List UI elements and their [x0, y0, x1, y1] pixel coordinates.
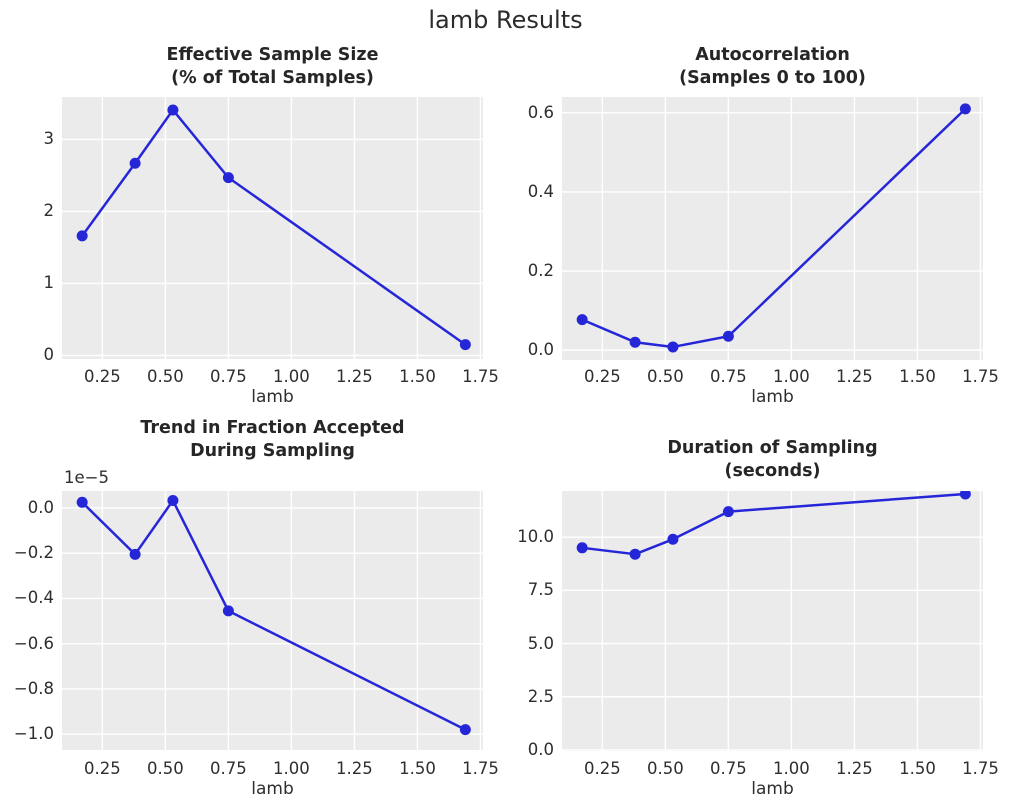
data-series-line	[580, 492, 967, 556]
data-series-line	[80, 108, 467, 346]
data-point-marker	[222, 172, 234, 184]
subplot-title: Duration of Sampling (seconds)	[537, 437, 1008, 483]
subplot-title-line: Autocorrelation	[695, 45, 850, 65]
x-tick-label: 0.25	[83, 367, 121, 386]
y-tick-label: 7.5	[527, 580, 554, 600]
plot-panel	[562, 491, 983, 751]
x-tick-label: 1.50	[399, 367, 436, 386]
data-point-marker	[629, 336, 641, 348]
y-tick-label: 0.6	[527, 102, 554, 122]
x-tick-label: 0.75	[210, 367, 247, 386]
y-tick-label: 0.0	[527, 739, 554, 759]
plot-panel	[562, 97, 983, 360]
x-tick-label: 0.25	[583, 759, 621, 778]
y-tick-label: 2	[43, 201, 55, 221]
y-tick-label: 2.5	[527, 686, 554, 706]
data-point-marker	[459, 339, 471, 351]
y-tick-label: 0	[43, 345, 55, 365]
y-tick-label: −0.2	[13, 543, 54, 563]
y-tick-label: −0.6	[13, 633, 54, 653]
x-tick-label: 1.00	[273, 759, 310, 778]
x-axis-label: lamb	[751, 387, 794, 407]
subplot-title: Autocorrelation (Samples 0 to 100)	[537, 44, 1008, 90]
y-tick-label: 0.0	[527, 340, 554, 360]
x-tick-label: 0.50	[146, 367, 184, 386]
data-series-line	[80, 499, 467, 731]
data-point-marker	[76, 496, 88, 508]
subplot-title-line: Trend in Fraction Accepted	[140, 418, 405, 438]
subplot-title-line: During Sampling	[190, 441, 355, 461]
x-tick-label: 1.75	[462, 367, 499, 386]
data-series-line	[580, 107, 967, 349]
data-point-marker	[129, 157, 141, 169]
subplot-title-line: Effective Sample Size	[166, 45, 379, 65]
plot-canvas	[62, 97, 483, 359]
data-point-marker	[959, 103, 971, 115]
x-tick-label: 1.25	[836, 367, 873, 386]
data-point-marker	[722, 506, 734, 518]
data-point-marker	[722, 330, 734, 342]
data-point-marker	[576, 314, 588, 326]
x-tick-label: 0.50	[646, 367, 684, 386]
x-tick-label: 1.75	[962, 367, 999, 386]
x-tick-label: 1.25	[336, 367, 373, 386]
y-tick-label: 5.0	[527, 633, 554, 653]
data-point-marker	[576, 542, 588, 554]
y-tick-label: 10.0	[517, 527, 554, 547]
y-tick-label: 3	[43, 129, 55, 149]
data-point-marker	[959, 491, 971, 500]
y-tick-label: 0.4	[527, 181, 554, 201]
subplot-title-line: (seconds)	[724, 461, 821, 481]
x-tick-label: 0.25	[83, 759, 121, 778]
x-tick-label: 1.25	[836, 759, 873, 778]
y-tick-label: −0.4	[13, 588, 54, 608]
x-tick-label: 1.00	[773, 367, 810, 386]
x-tick-label: 1.25	[336, 759, 373, 778]
x-tick-label: 1.50	[899, 367, 936, 386]
figure-suptitle: lamb Results	[428, 6, 583, 34]
data-point-marker	[167, 104, 179, 116]
x-axis-label: lamb	[251, 387, 294, 407]
x-tick-label: 1.50	[399, 759, 436, 778]
plot-panel	[62, 97, 483, 359]
y-tick-label: 0.2	[527, 261, 554, 280]
plot-canvas	[62, 491, 483, 750]
plot-canvas	[562, 491, 983, 751]
x-axis-label: lamb	[751, 779, 794, 799]
y-tick-label: −0.8	[13, 678, 54, 698]
subplot-title-line: (Samples 0 to 100)	[679, 68, 866, 88]
subplot-title: Effective Sample Size (% of Total Samples…	[37, 44, 508, 90]
x-tick-label: 0.75	[710, 759, 747, 778]
x-tick-label: 0.75	[710, 367, 747, 386]
plot-canvas	[562, 97, 983, 360]
data-point-marker	[129, 548, 141, 560]
y-tick-label: −1.0	[13, 724, 54, 744]
subplot-title-line: (% of Total Samples)	[171, 68, 374, 88]
x-axis-label: lamb	[251, 779, 294, 799]
subplot-title: Trend in Fraction Accepted During Samplin…	[37, 417, 508, 463]
data-point-marker	[76, 230, 88, 242]
x-tick-label: 1.00	[773, 759, 810, 778]
y-tick-label: 0.0	[27, 497, 54, 517]
data-point-marker	[629, 548, 641, 560]
data-point-marker	[667, 533, 679, 545]
x-tick-label: 1.75	[962, 759, 999, 778]
x-tick-label: 0.75	[210, 759, 247, 778]
x-tick-label: 1.00	[273, 367, 310, 386]
data-point-marker	[459, 724, 471, 736]
y-tick-label: 1	[43, 273, 55, 293]
data-point-marker	[222, 605, 234, 617]
x-tick-label: 0.50	[146, 759, 184, 778]
y-axis-offset-label: 1e−5	[64, 468, 109, 487]
x-tick-label: 0.25	[583, 367, 621, 386]
x-tick-label: 1.75	[462, 759, 499, 778]
subplot-title-line: Duration of Sampling	[667, 438, 878, 458]
plot-panel	[62, 491, 483, 750]
data-point-marker	[667, 341, 679, 353]
x-tick-label: 0.50	[646, 759, 684, 778]
data-point-marker	[167, 495, 179, 507]
x-tick-label: 1.50	[899, 759, 936, 778]
